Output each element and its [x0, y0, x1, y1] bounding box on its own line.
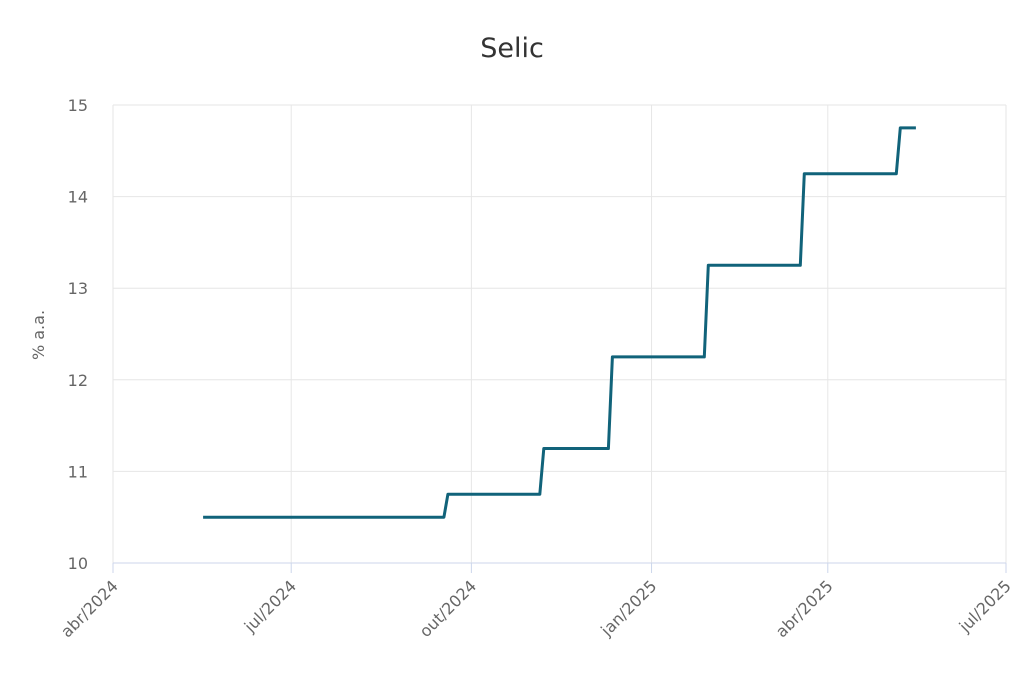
x-tick-label: jan/2025 — [596, 576, 660, 640]
y-tick-labels: 10 11 12 13 14 15 — [68, 96, 88, 573]
y-axis-label: % a.a. — [29, 310, 48, 360]
x-tick-label: abr/2025 — [772, 576, 837, 641]
grid — [112, 104, 1007, 564]
chart-title: Selic — [480, 33, 544, 64]
y-tick-label: 11 — [68, 462, 88, 481]
selic-series-line — [203, 126, 916, 519]
y-tick-label: 15 — [68, 96, 88, 115]
x-tick-label: jul/2025 — [955, 576, 1015, 636]
x-tick-label: jul/2024 — [240, 576, 300, 636]
y-tick-label: 12 — [68, 371, 88, 390]
x-tick-label: out/2024 — [416, 576, 481, 641]
y-tick-label: 14 — [68, 188, 88, 207]
series-group — [203, 126, 916, 519]
x-tick-labels: abr/2024 jul/2024 out/2024 jan/2025 abr/2025… — [57, 576, 1015, 641]
axes — [112, 562, 1007, 573]
y-tick-label: 13 — [68, 279, 88, 298]
x-tick-label: abr/2024 — [57, 576, 122, 641]
y-tick-label: 10 — [68, 554, 88, 573]
